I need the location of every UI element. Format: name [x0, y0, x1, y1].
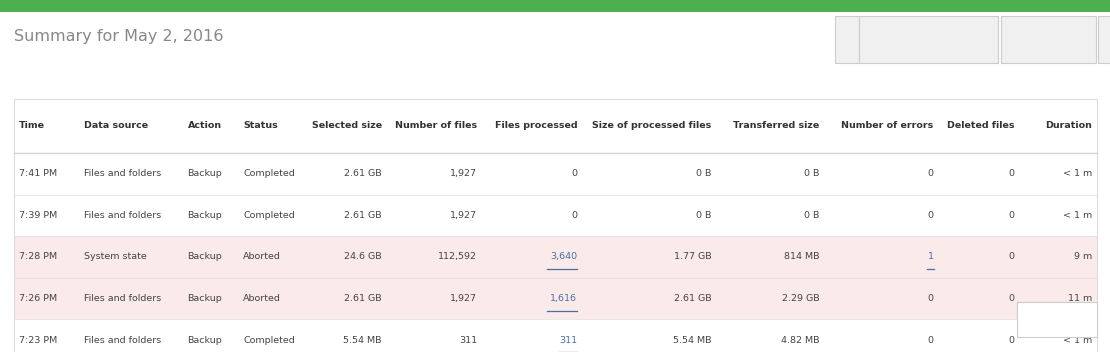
Text: Selected size: Selected size — [312, 121, 382, 130]
Text: < 1 m: < 1 m — [1063, 169, 1092, 178]
Text: Data source: Data source — [84, 121, 149, 130]
Text: Files and folders: Files and folders — [84, 294, 162, 303]
Bar — [1098, 16, 1110, 63]
Text: 0: 0 — [1009, 294, 1015, 303]
Text: Files processed: Files processed — [495, 121, 577, 130]
Text: Duration: Duration — [1046, 121, 1092, 130]
Text: 7:41 PM: 7:41 PM — [19, 169, 57, 178]
Text: Time: Time — [19, 121, 44, 130]
Text: 7:26 PM: 7:26 PM — [19, 294, 57, 303]
Text: 11 m: 11 m — [1068, 294, 1092, 303]
Text: < 1 m: < 1 m — [1063, 335, 1092, 345]
Text: 311: 311 — [559, 335, 577, 345]
Text: 1.77 GB: 1.77 GB — [674, 252, 712, 262]
Bar — [1001, 16, 1096, 63]
Text: Completed: Completed — [243, 211, 295, 220]
Text: Action: Action — [188, 121, 222, 130]
Text: 1,616: 1,616 — [551, 294, 577, 303]
Bar — [14, 99, 1097, 352]
Bar — [14, 319, 1097, 352]
Bar — [14, 195, 1097, 236]
Text: 2.61 GB: 2.61 GB — [674, 294, 712, 303]
Bar — [1017, 302, 1097, 337]
Bar — [14, 153, 1097, 195]
Text: 3,640: 3,640 — [551, 252, 577, 262]
Text: Files and folders: Files and folders — [84, 211, 162, 220]
Text: 24.6 GB: 24.6 GB — [344, 252, 382, 262]
Text: Summary for May 2, 2016: Summary for May 2, 2016 — [14, 30, 224, 44]
Text: 311: 311 — [460, 335, 477, 345]
Text: 2.61 GB: 2.61 GB — [344, 211, 382, 220]
Text: Close: Close — [1041, 315, 1072, 325]
Text: Files and folders: Files and folders — [84, 335, 162, 345]
Text: Number of errors: Number of errors — [841, 121, 934, 130]
Text: Previous day: Previous day — [892, 34, 963, 45]
Text: 0 B: 0 B — [804, 169, 819, 178]
Text: Backup: Backup — [188, 211, 222, 220]
Text: 0: 0 — [1009, 169, 1015, 178]
Text: 5.54 MB: 5.54 MB — [343, 335, 382, 345]
Text: 4.82 MB: 4.82 MB — [780, 335, 819, 345]
Text: 5.54 MB: 5.54 MB — [673, 335, 712, 345]
Text: Transferred size: Transferred size — [733, 121, 819, 130]
Bar — [859, 16, 998, 63]
Text: Aborted: Aborted — [243, 294, 281, 303]
Text: 0: 0 — [1009, 211, 1015, 220]
Text: Status: Status — [243, 121, 278, 130]
Text: 7:23 PM: 7:23 PM — [19, 335, 57, 345]
Text: 814 MB: 814 MB — [784, 252, 819, 262]
Text: 0: 0 — [928, 169, 934, 178]
Text: Backup: Backup — [188, 169, 222, 178]
Text: Completed: Completed — [243, 169, 295, 178]
Text: Size of processed files: Size of processed files — [593, 121, 712, 130]
Text: Backup: Backup — [188, 252, 222, 262]
Bar — [14, 236, 1097, 278]
Text: 0 B: 0 B — [804, 211, 819, 220]
Text: System state: System state — [84, 252, 148, 262]
Text: Number of files: Number of files — [395, 121, 477, 130]
Text: 9 m: 9 m — [1074, 252, 1092, 262]
Text: 1: 1 — [928, 252, 934, 262]
Text: 7:28 PM: 7:28 PM — [19, 252, 57, 262]
Text: Completed: Completed — [243, 335, 295, 345]
Text: 0: 0 — [928, 335, 934, 345]
Text: Backup: Backup — [188, 335, 222, 345]
Text: Backup: Backup — [188, 294, 222, 303]
Text: 0: 0 — [1009, 252, 1015, 262]
Text: 1,927: 1,927 — [451, 294, 477, 303]
Text: 0 B: 0 B — [696, 211, 712, 220]
Text: 0: 0 — [572, 211, 577, 220]
Text: 0: 0 — [1009, 335, 1015, 345]
Text: < 1 m: < 1 m — [1063, 211, 1092, 220]
Text: Aborted: Aborted — [243, 252, 281, 262]
Text: 7:39 PM: 7:39 PM — [19, 211, 57, 220]
Text: 0: 0 — [928, 211, 934, 220]
Text: 2.61 GB: 2.61 GB — [344, 169, 382, 178]
Text: Deleted files: Deleted files — [947, 121, 1015, 130]
Text: 2.29 GB: 2.29 GB — [781, 294, 819, 303]
Text: >: > — [1106, 34, 1110, 45]
Text: 1,927: 1,927 — [451, 169, 477, 178]
Text: 112,592: 112,592 — [438, 252, 477, 262]
Bar — [14, 278, 1097, 319]
Text: 0: 0 — [572, 169, 577, 178]
Text: 1,927: 1,927 — [451, 211, 477, 220]
Text: 0 B: 0 B — [696, 169, 712, 178]
Text: Next day: Next day — [1022, 34, 1073, 45]
Text: <: < — [842, 34, 851, 45]
Text: 0: 0 — [928, 294, 934, 303]
Bar — [835, 16, 859, 63]
Text: Files and folders: Files and folders — [84, 169, 162, 178]
Bar — [0, 0, 1110, 12]
Text: 2.61 GB: 2.61 GB — [344, 294, 382, 303]
